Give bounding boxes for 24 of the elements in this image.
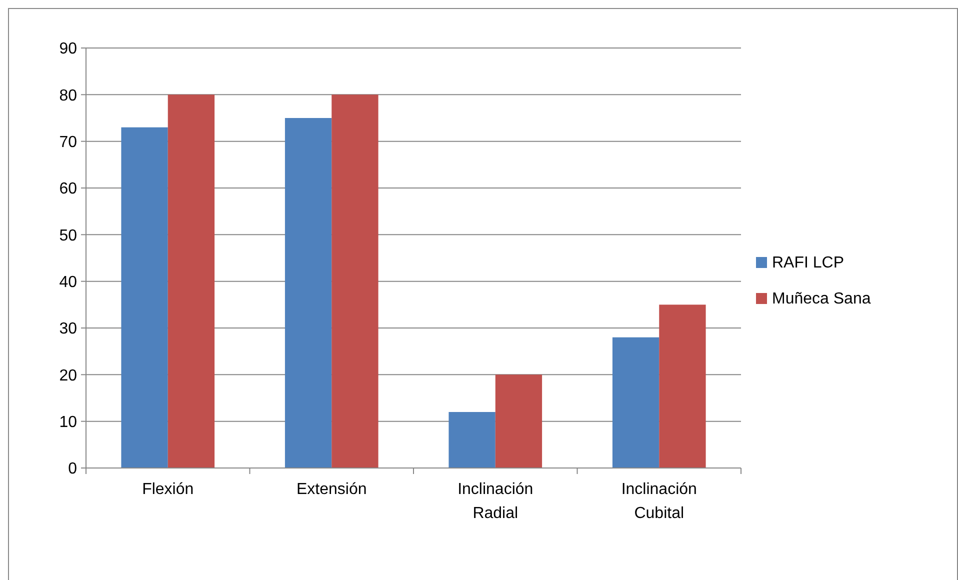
y-tick-label: 70 (59, 134, 78, 151)
bar (168, 94, 215, 468)
y-tick-label: 50 (59, 227, 78, 244)
bar (659, 304, 706, 468)
x-tick-label: Inclinación Cubital (621, 481, 697, 522)
y-tick-label: 90 (59, 40, 78, 58)
bar (495, 374, 542, 468)
y-tick-label: 20 (59, 367, 78, 384)
x-tick-label: Extensión (296, 481, 367, 498)
x-tick-label: Inclinación Radial (458, 481, 534, 522)
bar (612, 337, 660, 468)
y-tick-label: 60 (59, 180, 78, 198)
y-tick-label: 30 (59, 320, 78, 338)
x-tick-label: Flexión (142, 481, 194, 498)
legend-label: Muñeca Sana (772, 290, 871, 308)
y-tick-label: 80 (59, 87, 78, 104)
bar (332, 94, 378, 468)
bar (121, 127, 168, 468)
y-tick-label: 10 (59, 414, 78, 431)
bar (448, 412, 496, 468)
y-tick-label: 0 (68, 460, 78, 478)
y-tick-label: 40 (59, 274, 78, 291)
legend-label: RAFI LCP (772, 254, 844, 272)
bar (284, 118, 332, 468)
